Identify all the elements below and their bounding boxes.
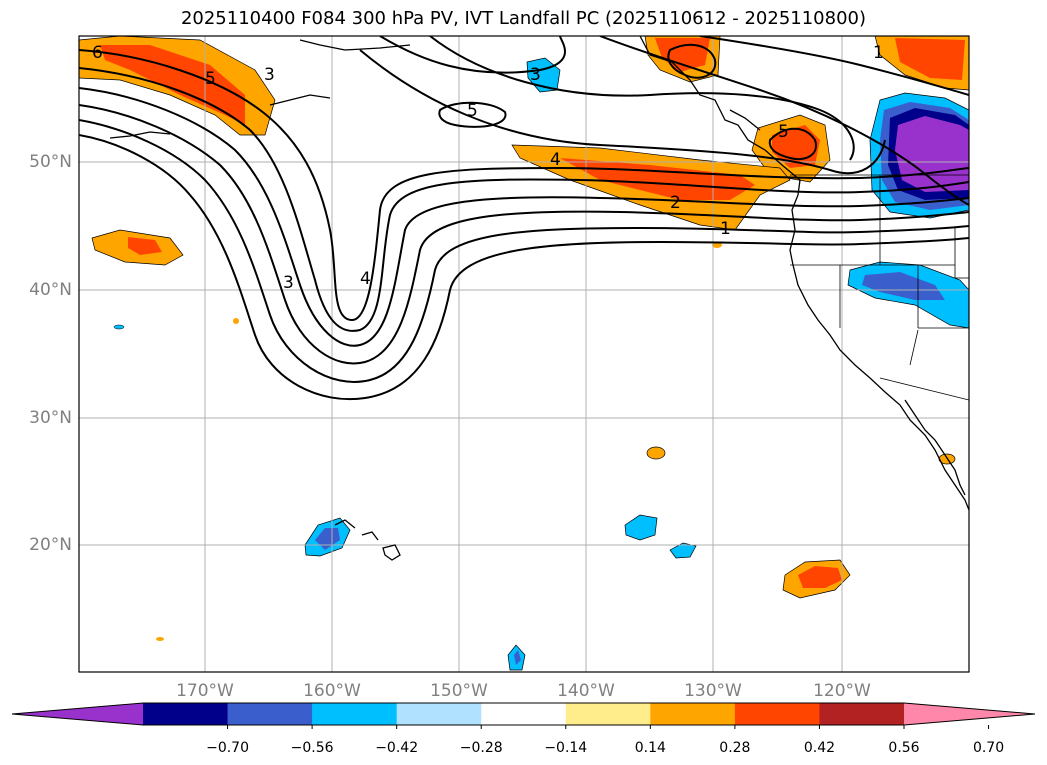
contour-label-3-trough: 3	[283, 273, 294, 293]
lon-label-130w: 130°W	[684, 681, 742, 701]
lat-label-30n: 30°N	[29, 408, 72, 428]
contour-label-3-nw: 3	[264, 65, 275, 85]
contour-label-4-center: 4	[550, 150, 561, 170]
colorbar-segment	[650, 703, 736, 725]
negative-anomaly-central-2	[669, 542, 697, 559]
pv-contour-m	[599, 36, 969, 206]
positive-anomaly-small-3	[233, 318, 239, 324]
contour-label-5-bc: 5	[778, 122, 789, 142]
gridlines	[79, 36, 969, 672]
baja-coastline	[904, 399, 966, 496]
pv-contour-b	[79, 67, 969, 332]
aleutian-coastline	[269, 94, 331, 106]
pv-contour-d	[79, 104, 969, 365]
colorbar-tick-label: 0.14	[634, 740, 666, 756]
contour-label-2: 2	[670, 193, 681, 213]
colorbar-tick-label: 0.56	[888, 740, 920, 756]
colorbar-segment	[143, 703, 229, 725]
negative-anomaly-central-1	[624, 514, 658, 541]
colorbar	[11, 702, 1036, 729]
colorbar-tick-label: 0.28	[719, 740, 751, 756]
colorbar-segment	[481, 703, 567, 725]
colorbar-tick-label: 0.70	[972, 740, 1005, 756]
colorbar-tick-label: −0.70	[206, 740, 249, 756]
map-frame	[78, 35, 970, 673]
hawaii-island-2	[361, 531, 379, 541]
pv-contour-c	[79, 87, 969, 347]
strong-positive-anomaly-ne-corner	[895, 38, 965, 80]
hawaii-big-island	[382, 544, 401, 561]
shaded-anomaly-regions	[79, 36, 969, 671]
colorbar-tick-label: −0.42	[375, 740, 419, 756]
lat-label-40n: 40°N	[29, 280, 72, 300]
colorbar-segment	[565, 703, 651, 725]
negative-anomaly-south-core	[514, 650, 521, 665]
strong-positive-anomaly-gulf-alaska	[655, 38, 710, 72]
colorbar-segment	[396, 703, 482, 725]
lon-label-160w: 160°W	[303, 681, 361, 701]
contour-label-5-nw: 5	[205, 69, 216, 89]
pv-contour-l	[768, 127, 817, 160]
lon-label-120w: 120°W	[813, 681, 871, 701]
colorbar-segment	[312, 703, 398, 725]
pv-contour-e	[79, 119, 969, 383]
colorbar-tick-label: 0.42	[803, 740, 836, 756]
negative-anomaly-california-core	[862, 272, 945, 300]
strong-positive-anomaly-south-east	[798, 566, 842, 588]
strong-positive-anomaly-nw-pacific	[100, 45, 245, 125]
colorbar-extend-high	[904, 703, 1035, 725]
contour-label-5-center: 5	[467, 101, 478, 121]
colorbar-extend-low	[12, 703, 143, 725]
pv-contour-a	[79, 49, 969, 322]
lon-label-150w: 150°W	[430, 681, 488, 701]
colorbar-segment	[734, 703, 820, 725]
bc-islands	[729, 109, 761, 131]
pv-contour-g	[379, 36, 566, 74]
negative-anomaly-ne-core	[895, 116, 969, 192]
colorbar-tick-label: −0.14	[544, 740, 588, 756]
pv-contour-j	[438, 101, 507, 128]
contour-label-4-trough: 4	[360, 269, 371, 289]
contour-label-1-ne: 1	[873, 43, 884, 63]
colorbar-segment	[819, 703, 905, 725]
colorbar-segment	[227, 703, 313, 725]
map-title: 2025110400 F084 300 hPa PV, IVT Landfall…	[180, 8, 867, 29]
hawaii-island-1	[334, 519, 356, 529]
negative-anomaly-small	[113, 324, 125, 330]
lat-label-50n: 50°N	[29, 152, 72, 172]
aleutian-west-coastline	[109, 131, 171, 139]
contour-labels: 6 5 3 3 5 4 5 1 2 1 3 4	[92, 43, 884, 293]
lon-label-140w: 140°W	[557, 681, 615, 701]
positive-anomaly-small-4	[156, 637, 164, 641]
colorbar-outline	[11, 702, 1036, 726]
contour-label-6: 6	[92, 43, 103, 63]
pv-contour-k	[667, 43, 717, 79]
lon-label-170w: 170°W	[176, 681, 234, 701]
pv-contour-n	[699, 36, 969, 96]
alaska-coastline	[299, 39, 411, 51]
strong-positive-anomaly-west-pacific	[128, 237, 162, 255]
colorbar-tick-label: −0.28	[459, 740, 503, 756]
lat-label-20n: 20°N	[29, 535, 72, 555]
colorbar-tick-label: −0.56	[290, 740, 334, 756]
pv-contour-f	[79, 134, 969, 401]
positive-anomaly-small-1	[646, 446, 666, 460]
pv-contours	[79, 36, 969, 401]
contour-label-1-coast: 1	[720, 219, 731, 239]
contour-label-3-n: 3	[530, 65, 541, 85]
